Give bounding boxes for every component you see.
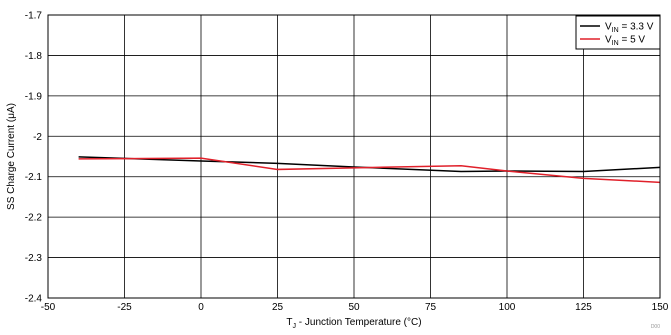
series-line-1 [78, 157, 661, 184]
x-tick-label: 75 [425, 302, 437, 313]
x-tick-label: -25 [117, 302, 132, 313]
y-axis-label: SS Charge Current (μA) [6, 103, 17, 210]
x-axis-label-subscript: J [293, 323, 297, 330]
x-tick-label: 100 [499, 302, 516, 313]
y-tick-label: -1.9 [25, 91, 43, 102]
x-tick-label: -50 [41, 302, 56, 313]
y-tick-label: -1.8 [25, 51, 43, 62]
y-tick-label: -2.1 [25, 172, 43, 183]
x-tick-label: 0 [198, 302, 204, 313]
x-axis-label-suffix: - Junction Temperature (°C) [296, 317, 422, 328]
legend-box [575, 15, 661, 50]
legend-label-0: VIN = 3.3 V [605, 22, 654, 35]
y-tick-labels: -1.7 -1.8 -1.9 -2 -2.1 -2.2 -2.3 -2.4 [25, 11, 43, 305]
x-tick-label: 25 [272, 302, 284, 313]
x-tick-labels: -50 -25 0 25 50 75 100 125 150 [41, 302, 669, 313]
y-tick-label: -2.2 [25, 213, 43, 224]
y-tick-label: -2.3 [25, 253, 43, 264]
x-tick-label: 150 [652, 302, 669, 313]
watermark-text: D00 [651, 324, 660, 330]
x-tick-label: 50 [348, 302, 360, 313]
plot-frame [47, 14, 661, 299]
y-tick-label: -1.7 [25, 11, 43, 22]
x-axis-label: TJ - Junction Temperature (°C) [286, 317, 421, 330]
y-tick-label: -2.4 [25, 294, 43, 305]
series-layer [78, 156, 661, 184]
legend-label-1: VIN = 5 V [605, 35, 645, 48]
x-axis-label-prefix: T [286, 317, 292, 328]
x-tick-label: 125 [575, 302, 592, 313]
series-line-0 [78, 156, 661, 173]
grid-lines [47, 14, 661, 299]
y-tick-label: -2 [33, 132, 42, 143]
